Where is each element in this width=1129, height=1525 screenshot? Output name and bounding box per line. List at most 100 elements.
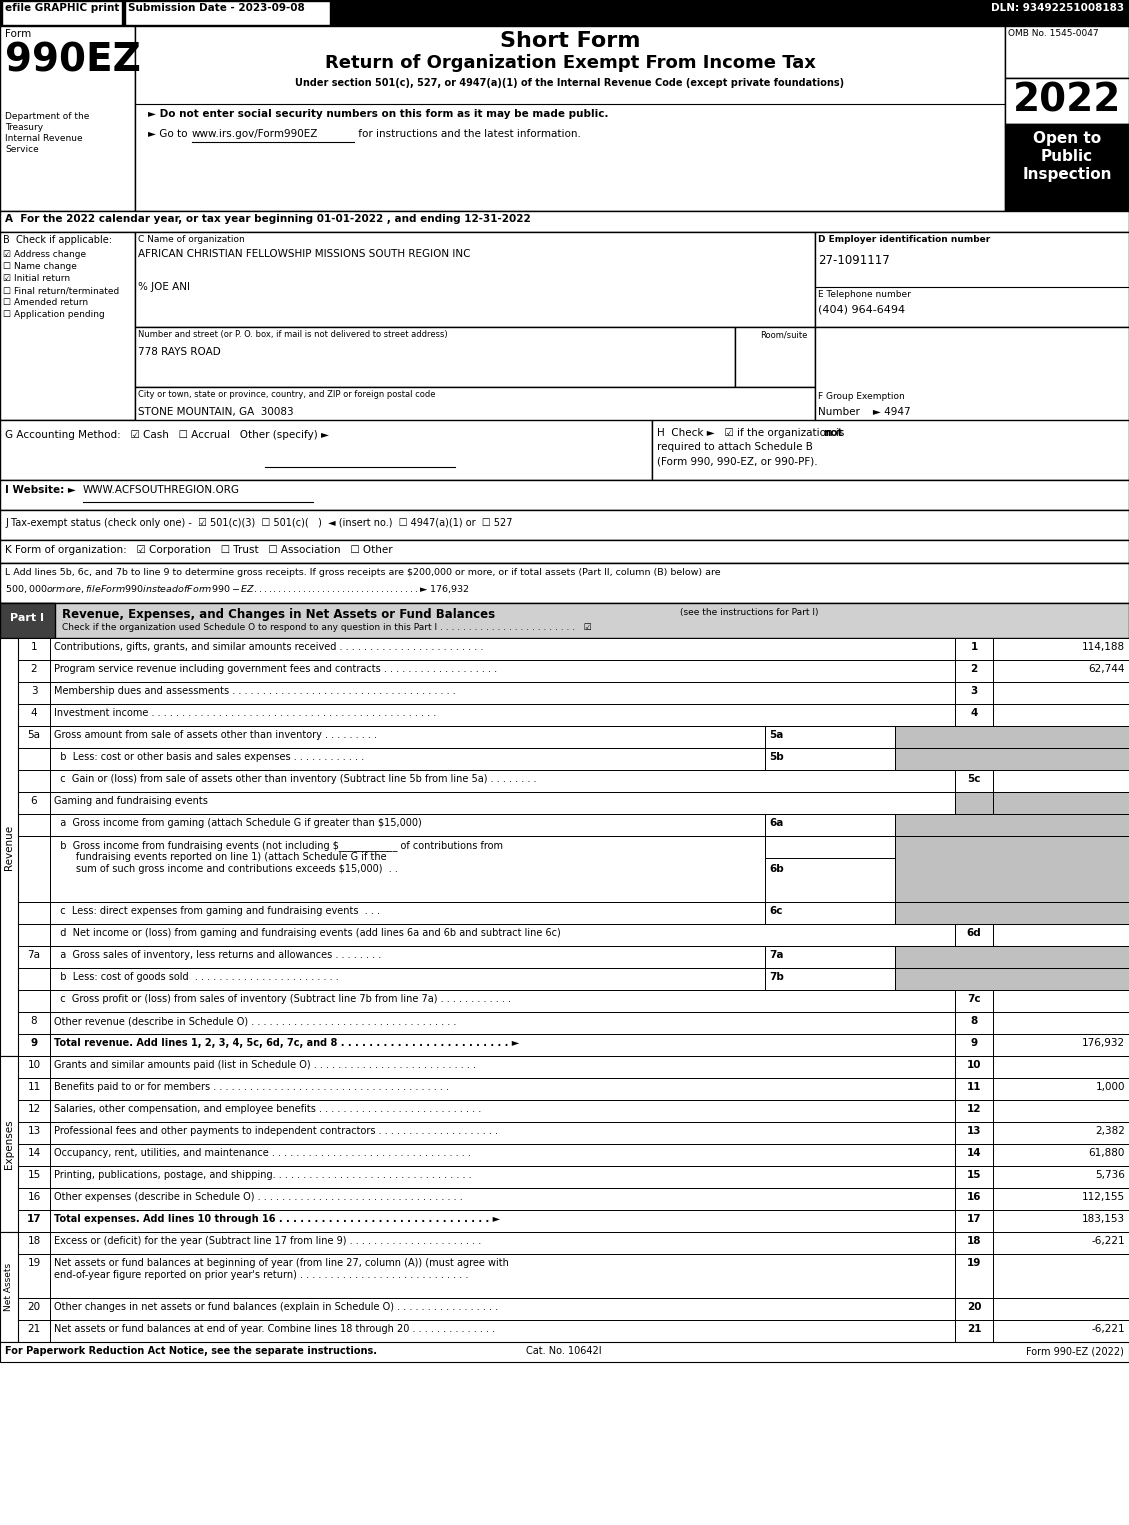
Bar xyxy=(0,419,653,480)
Text: 2: 2 xyxy=(970,663,978,674)
Bar xyxy=(18,660,50,682)
Bar xyxy=(765,726,895,747)
Bar xyxy=(135,26,1005,210)
Bar xyxy=(0,637,18,1055)
Bar xyxy=(0,210,1129,232)
Text: Cat. No. 10642I: Cat. No. 10642I xyxy=(526,1347,602,1356)
Bar xyxy=(955,1321,994,1342)
Bar xyxy=(765,968,895,990)
Text: -6,221: -6,221 xyxy=(1092,1324,1124,1334)
Bar xyxy=(0,26,135,210)
Text: 20: 20 xyxy=(27,1302,41,1312)
Text: Occupancy, rent, utilities, and maintenance . . . . . . . . . . . . . . . . . . : Occupancy, rent, utilities, and maintena… xyxy=(54,1148,471,1157)
Bar xyxy=(955,682,994,705)
Bar xyxy=(765,901,895,924)
Text: 112,155: 112,155 xyxy=(1082,1193,1124,1202)
Text: required to attach Schedule B: required to attach Schedule B xyxy=(657,442,813,451)
Text: 7c: 7c xyxy=(968,994,981,1003)
Text: G Accounting Method:   ☑ Cash   ☐ Accrual   Other (specify) ►: G Accounting Method: ☑ Cash ☐ Accrual Ot… xyxy=(5,430,329,441)
Text: Total revenue. Add lines 1, 2, 3, 4, 5c, 6d, 7c, and 8 . . . . . . . . . . . . .: Total revenue. Add lines 1, 2, 3, 4, 5c,… xyxy=(54,1039,519,1048)
Bar xyxy=(994,1013,1129,1034)
Bar xyxy=(2,2,122,24)
Text: 7b: 7b xyxy=(769,971,784,982)
Bar xyxy=(18,1209,50,1232)
Text: 114,188: 114,188 xyxy=(1082,642,1124,653)
Bar xyxy=(895,836,1129,901)
Bar xyxy=(18,1013,50,1034)
Bar xyxy=(0,563,1129,602)
Text: Grants and similar amounts paid (list in Schedule O) . . . . . . . . . . . . . .: Grants and similar amounts paid (list in… xyxy=(54,1060,476,1071)
Bar xyxy=(18,791,50,814)
Bar xyxy=(994,990,1129,1013)
Bar xyxy=(765,747,895,770)
Text: c  Gain or (loss) from sale of assets other than inventory (Subtract line 5b fro: c Gain or (loss) from sale of assets oth… xyxy=(54,775,536,784)
Text: not: not xyxy=(823,429,842,438)
Bar xyxy=(955,1078,994,1100)
Text: Gross amount from sale of assets other than inventory . . . . . . . . .: Gross amount from sale of assets other t… xyxy=(54,730,377,740)
Bar xyxy=(18,814,50,836)
Text: Return of Organization Exempt From Income Tax: Return of Organization Exempt From Incom… xyxy=(324,53,815,72)
Text: Internal Revenue: Internal Revenue xyxy=(5,134,82,143)
Bar xyxy=(50,901,765,924)
Text: 1: 1 xyxy=(970,642,978,653)
Text: Part I: Part I xyxy=(10,613,44,624)
Text: 10: 10 xyxy=(27,1060,41,1071)
Bar xyxy=(18,1100,50,1122)
Bar xyxy=(994,1122,1129,1144)
Bar xyxy=(0,1055,18,1232)
Bar xyxy=(955,1013,994,1034)
Bar xyxy=(955,705,994,726)
Text: Excess or (deficit) for the year (Subtract line 17 from line 9) . . . . . . . . : Excess or (deficit) for the year (Subtra… xyxy=(54,1235,481,1246)
Text: 17: 17 xyxy=(966,1214,981,1225)
Bar xyxy=(18,1232,50,1254)
Bar xyxy=(50,1078,955,1100)
Text: 12: 12 xyxy=(966,1104,981,1113)
Text: 12: 12 xyxy=(27,1104,41,1113)
Text: 15: 15 xyxy=(27,1170,41,1180)
Bar xyxy=(735,326,815,387)
Text: 5a: 5a xyxy=(27,730,41,740)
Text: For Paperwork Reduction Act Notice, see the separate instructions.: For Paperwork Reduction Act Notice, see … xyxy=(5,1347,377,1356)
Text: Printing, publications, postage, and shipping. . . . . . . . . . . . . . . . . .: Printing, publications, postage, and shi… xyxy=(54,1170,472,1180)
Text: 3: 3 xyxy=(30,686,37,695)
Bar xyxy=(50,924,955,946)
Text: 14: 14 xyxy=(966,1148,981,1157)
Bar xyxy=(50,747,765,770)
Text: 2022: 2022 xyxy=(1013,81,1121,119)
Text: L Add lines 5b, 6c, and 7b to line 9 to determine gross receipts. If gross recei: L Add lines 5b, 6c, and 7b to line 9 to … xyxy=(5,567,720,576)
Bar xyxy=(955,637,994,660)
Text: 2: 2 xyxy=(30,663,37,674)
Text: 4: 4 xyxy=(970,708,978,718)
Text: 8: 8 xyxy=(30,1016,37,1026)
Bar xyxy=(955,1100,994,1122)
Text: Contributions, gifts, grants, and similar amounts received . . . . . . . . . . .: Contributions, gifts, grants, and simila… xyxy=(54,642,483,653)
Bar xyxy=(955,1055,994,1078)
Bar xyxy=(50,990,955,1013)
Text: ☑ Address change: ☑ Address change xyxy=(3,250,86,259)
Text: 19: 19 xyxy=(27,1258,41,1267)
Bar xyxy=(994,1298,1129,1321)
Text: fundraising events reported on line 1) (attach Schedule G if the: fundraising events reported on line 1) (… xyxy=(54,852,386,862)
Bar xyxy=(18,1055,50,1078)
Bar xyxy=(0,232,135,419)
Bar xyxy=(994,1167,1129,1188)
Text: 6d: 6d xyxy=(966,929,981,938)
Bar xyxy=(18,968,50,990)
Bar xyxy=(0,509,1129,540)
Bar xyxy=(955,1254,994,1298)
Bar xyxy=(18,1188,50,1209)
Bar xyxy=(50,836,765,901)
Bar xyxy=(50,705,955,726)
Bar xyxy=(50,791,955,814)
Bar xyxy=(955,1144,994,1167)
Text: b  Less: cost of goods sold  . . . . . . . . . . . . . . . . . . . . . . . .: b Less: cost of goods sold . . . . . . .… xyxy=(54,971,339,982)
Bar xyxy=(0,0,1129,26)
Bar xyxy=(994,1188,1129,1209)
Bar xyxy=(955,770,994,791)
Text: Number    ► 4947: Number ► 4947 xyxy=(819,407,911,416)
Text: Total expenses. Add lines 10 through 16 . . . . . . . . . . . . . . . . . . . . : Total expenses. Add lines 10 through 16 … xyxy=(54,1214,500,1225)
Text: I Website: ►: I Website: ► xyxy=(5,485,76,496)
Text: Number and street (or P. O. box, if mail is not delivered to street address): Number and street (or P. O. box, if mail… xyxy=(138,329,447,339)
Bar xyxy=(895,726,1129,747)
Text: Room/suite: Room/suite xyxy=(760,329,807,339)
